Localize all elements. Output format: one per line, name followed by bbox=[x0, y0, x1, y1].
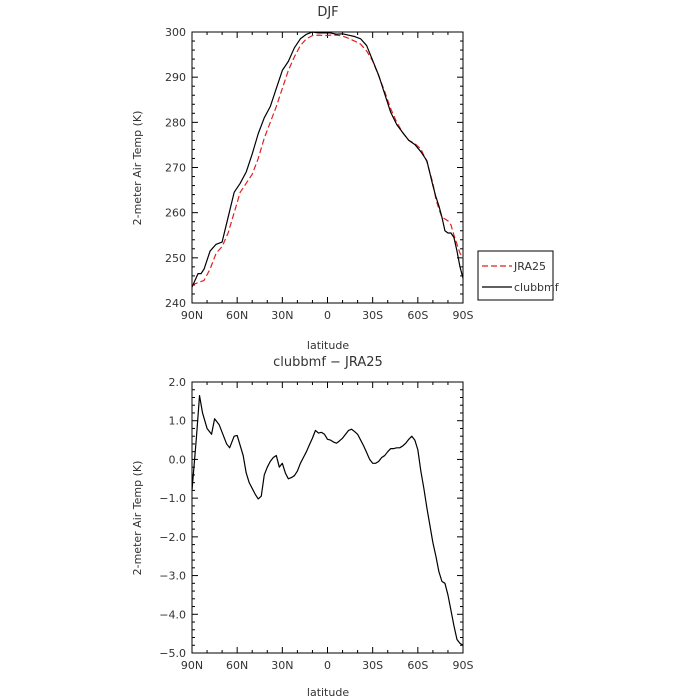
top-x-axis-label: latitude bbox=[307, 339, 349, 352]
top-chart-title: DJF bbox=[317, 5, 338, 20]
bottom-x-tick-label: 30N bbox=[271, 659, 293, 672]
top-y-tick-label: 270 bbox=[165, 162, 186, 175]
bottom-plot-frame bbox=[191, 381, 464, 654]
bottom-x-tick-label: 60N bbox=[226, 659, 248, 672]
bottom-x-tick-label: 90S bbox=[453, 659, 474, 672]
top-y-tick-label: 250 bbox=[165, 252, 186, 265]
bottom-y-tick-label: 2.0 bbox=[169, 376, 187, 389]
bottom-x-axis-label: latitude bbox=[307, 686, 349, 699]
top-x-tick-label: 90N bbox=[181, 309, 203, 322]
top-y-axis-label: 2-meter Air Temp (K) bbox=[131, 111, 144, 226]
legend-box bbox=[477, 250, 554, 301]
bottom-y-tick-label: 1.0 bbox=[169, 415, 187, 428]
top-x-tick-label: 30S bbox=[362, 309, 383, 322]
bottom-y-axis-label: 2-meter Air Temp (K) bbox=[131, 461, 144, 576]
top-x-tick-label: 60S bbox=[407, 309, 428, 322]
bottom-series-line-0 bbox=[191, 394, 464, 646]
bottom-y-tick-label: 0.0 bbox=[169, 453, 187, 466]
top-y-tick-label: 290 bbox=[165, 71, 186, 84]
bottom-x-tick-label: 0 bbox=[324, 659, 331, 672]
top-x-tick-label: 60N bbox=[226, 309, 248, 322]
legend-label-clubbmf: clubbmf bbox=[514, 281, 560, 294]
top-x-tick-label: 30N bbox=[271, 309, 293, 322]
bottom-x-tick-label: 60S bbox=[407, 659, 428, 672]
top-chart: 90N 60N 30N 0 30S 60S 90S 240 250 260 270 280 290 300 bbox=[165, 26, 474, 322]
bottom-y-tick-label: −5.0 bbox=[159, 647, 186, 660]
bottom-y-tick-label: −1.0 bbox=[159, 492, 186, 505]
top-y-tick-label: 240 bbox=[165, 297, 186, 310]
legend: JRA25 clubbmf bbox=[477, 250, 560, 301]
top-x-tick-label: 90S bbox=[453, 309, 474, 322]
legend-label-jra25: JRA25 bbox=[513, 260, 546, 273]
bottom-y-tick-label: −4.0 bbox=[159, 608, 186, 621]
top-x-tick-label: 0 bbox=[324, 309, 331, 322]
bottom-x-tick-label: 90N bbox=[181, 659, 203, 672]
top-y-tick-label: 280 bbox=[165, 116, 186, 129]
top-y-tick-label: 300 bbox=[165, 26, 186, 39]
top-series-line-clubbmf bbox=[191, 31, 464, 288]
top-y-tick-label: 260 bbox=[165, 207, 186, 220]
top-plot-frame bbox=[191, 31, 464, 304]
bottom-y-tick-label: −2.0 bbox=[159, 531, 186, 544]
bottom-chart: 90N 60N 30N 0 30S 60S 90S −5.0 −4.0 −3.0 −2.0 −1.0 0… bbox=[159, 376, 473, 672]
bottom-y-tick-label: −3.0 bbox=[159, 570, 186, 583]
bottom-x-tick-label: 30S bbox=[362, 659, 383, 672]
bottom-chart-title: clubbmf − JRA25 bbox=[273, 355, 383, 370]
top-series-line-jra25 bbox=[191, 34, 464, 286]
